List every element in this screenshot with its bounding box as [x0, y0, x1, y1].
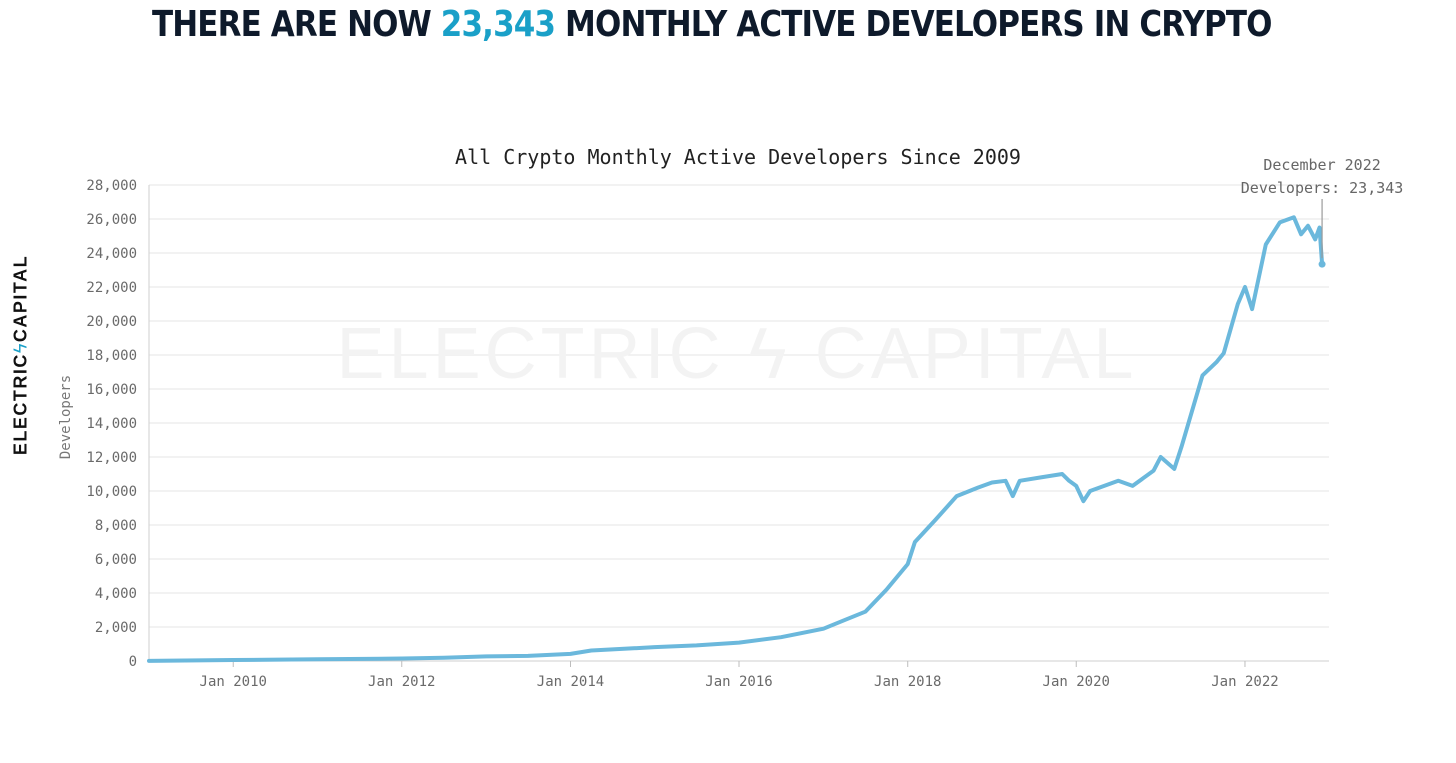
headline-prefix: THERE ARE NOW: [152, 4, 441, 45]
grid-lines: [149, 184, 1329, 628]
y-tick-label: 24,000: [86, 246, 137, 262]
y-tick-label: 20,000: [86, 314, 137, 330]
x-tick-label: Jan 2018: [874, 674, 941, 690]
y-tick-label: 28,000: [86, 178, 137, 194]
y-tick-label: 18,000: [86, 348, 137, 364]
annotation-date-label: December 2022: [1263, 156, 1380, 174]
headline-highlight-number: 23,343: [440, 4, 556, 45]
page-headline: THERE ARE NOW 23,343 MONTHLY ACTIVE DEVE…: [152, 4, 1272, 45]
y-tick-label: 22,000: [86, 280, 137, 296]
chart-title: All Crypto Monthly Active Developers Sin…: [455, 145, 1021, 169]
y-tick-label: 26,000: [86, 212, 137, 228]
x-tick-label: Jan 2016: [705, 674, 772, 690]
y-tick-label: 10,000: [86, 484, 137, 500]
x-tick-label: Jan 2022: [1211, 674, 1278, 690]
chart-watermark: ELECTRIC ϟ CAPITAL: [337, 314, 1138, 394]
y-axis-label: Developers: [58, 375, 74, 459]
series-line: [147, 215, 1325, 663]
annotation-marker: [1318, 260, 1326, 268]
x-tick-label: Jan 2014: [537, 674, 604, 690]
y-tick-label: 16,000: [86, 382, 137, 398]
annotation-value-label: Developers: 23,343: [1241, 179, 1404, 197]
x-tick-label: Jan 2012: [368, 674, 435, 690]
y-tick-labels: 0 2,000 4,000 6,000 8,000 10,000 12,000 14,000 1…: [86, 178, 137, 670]
y-tick-label: 14,000: [86, 416, 137, 432]
y-tick-label: 4,000: [95, 586, 137, 602]
x-tick-label: Jan 2020: [1043, 674, 1110, 690]
y-tick-label: 6,000: [95, 552, 137, 568]
y-tick-label: 0: [129, 654, 137, 670]
x-tick-label: Jan 2010: [200, 674, 267, 690]
x-tick-labels: Jan 2010 Jan 2012 Jan 2014 Jan 2016 Jan 2018…: [200, 661, 1279, 690]
headline-suffix: MONTHLY ACTIVE DEVELOPERS IN CRYPTO: [555, 4, 1272, 45]
y-tick-label: 2,000: [95, 620, 137, 636]
y-tick-label: 8,000: [95, 518, 137, 534]
y-tick-label: 12,000: [86, 450, 137, 466]
